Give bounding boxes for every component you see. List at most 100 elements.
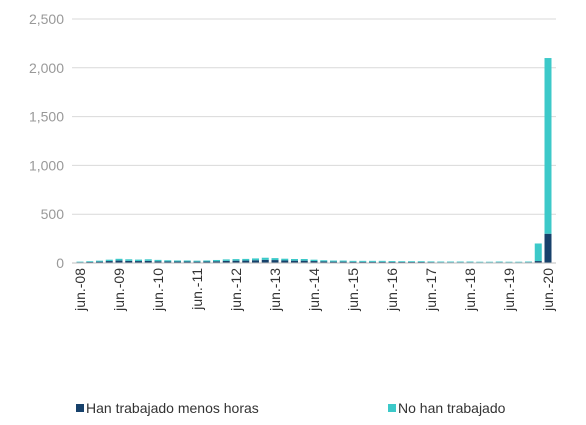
x-tick-label: jun.-18 bbox=[462, 268, 478, 312]
bar bbox=[300, 260, 308, 263]
bar bbox=[310, 261, 318, 263]
bar bbox=[534, 261, 542, 263]
bar bbox=[495, 261, 503, 263]
bar bbox=[437, 261, 445, 263]
y-tick-label: 2,500 bbox=[29, 11, 64, 27]
bar bbox=[466, 261, 474, 263]
bar bbox=[144, 259, 152, 261]
bar bbox=[252, 258, 259, 261]
bar bbox=[174, 260, 181, 262]
bar bbox=[125, 259, 133, 261]
bar bbox=[349, 261, 357, 263]
bar bbox=[320, 261, 328, 263]
bar bbox=[349, 260, 357, 262]
bar bbox=[261, 257, 269, 260]
bar bbox=[154, 261, 162, 263]
y-tick-label: 500 bbox=[41, 206, 65, 222]
bar bbox=[135, 259, 142, 262]
bar bbox=[76, 261, 84, 263]
bar bbox=[105, 261, 113, 263]
bar bbox=[525, 261, 532, 263]
bar bbox=[115, 258, 123, 261]
legend-label: No han trabajado bbox=[398, 400, 506, 416]
bar bbox=[330, 261, 337, 263]
y-tick-label: 1,000 bbox=[29, 157, 64, 173]
bar bbox=[447, 261, 454, 263]
x-tick-label: jun.-15 bbox=[345, 268, 361, 312]
bar bbox=[291, 258, 298, 261]
bar bbox=[213, 259, 220, 262]
bar bbox=[544, 233, 552, 263]
bar bbox=[515, 261, 523, 263]
x-tick-label: jun.-17 bbox=[423, 268, 439, 312]
bar bbox=[164, 260, 172, 262]
bar bbox=[135, 261, 142, 263]
bar bbox=[310, 259, 318, 262]
x-tick-label: jun.-08 bbox=[72, 268, 88, 312]
bar bbox=[408, 261, 415, 263]
x-tick-label: jun.-19 bbox=[501, 268, 517, 312]
bar bbox=[174, 261, 181, 263]
bar bbox=[105, 259, 113, 262]
bar bbox=[359, 260, 367, 262]
y-tick-label: 0 bbox=[56, 255, 64, 271]
bar bbox=[213, 261, 220, 263]
bar bbox=[125, 260, 133, 263]
bar bbox=[339, 261, 347, 263]
x-tick-label: jun.-13 bbox=[267, 268, 283, 312]
bar bbox=[388, 261, 396, 262]
bar bbox=[193, 260, 201, 262]
bar bbox=[183, 261, 191, 263]
bar bbox=[164, 261, 172, 263]
bar bbox=[281, 260, 289, 263]
bar bbox=[154, 259, 162, 262]
bar bbox=[369, 261, 376, 263]
bar bbox=[456, 261, 464, 263]
bar bbox=[427, 261, 435, 263]
bar bbox=[398, 261, 406, 263]
x-tick-label: jun.-12 bbox=[228, 268, 244, 312]
bar bbox=[222, 260, 230, 263]
bar bbox=[183, 260, 191, 262]
bar bbox=[232, 259, 240, 261]
x-tick-label: jun.-16 bbox=[384, 268, 400, 312]
bar bbox=[115, 260, 123, 263]
x-tick-label: jun.-09 bbox=[111, 268, 127, 312]
bar bbox=[222, 259, 230, 261]
bar bbox=[330, 260, 337, 262]
legend-marker bbox=[388, 404, 396, 412]
bar bbox=[300, 258, 308, 261]
bar bbox=[476, 261, 484, 263]
bar bbox=[252, 260, 259, 263]
bar bbox=[417, 261, 425, 263]
bar bbox=[271, 260, 279, 263]
x-tick-label: jun.-11 bbox=[189, 268, 205, 311]
bar bbox=[203, 261, 211, 263]
y-tick-label: 2,000 bbox=[29, 60, 64, 76]
bar bbox=[486, 261, 493, 263]
bar bbox=[291, 260, 298, 263]
bar bbox=[193, 261, 201, 263]
legend-label: Han trabajado menos horas bbox=[86, 400, 259, 416]
bar bbox=[339, 260, 347, 262]
bar bbox=[261, 259, 269, 263]
legend-marker bbox=[76, 404, 84, 412]
x-tick-label: jun.-10 bbox=[150, 268, 166, 312]
bar bbox=[96, 260, 103, 262]
bar bbox=[232, 260, 240, 263]
bar bbox=[320, 260, 328, 262]
bar bbox=[271, 258, 279, 261]
bar bbox=[203, 260, 211, 262]
bar bbox=[544, 58, 552, 234]
bar bbox=[96, 261, 103, 263]
bar bbox=[242, 258, 250, 261]
bar bbox=[86, 261, 94, 263]
y-tick-label: 1,500 bbox=[29, 109, 64, 125]
bar bbox=[242, 260, 250, 263]
bar bbox=[534, 243, 542, 262]
bar bbox=[359, 261, 367, 263]
bar bbox=[378, 261, 386, 263]
bar bbox=[378, 260, 386, 262]
bar bbox=[388, 261, 396, 263]
